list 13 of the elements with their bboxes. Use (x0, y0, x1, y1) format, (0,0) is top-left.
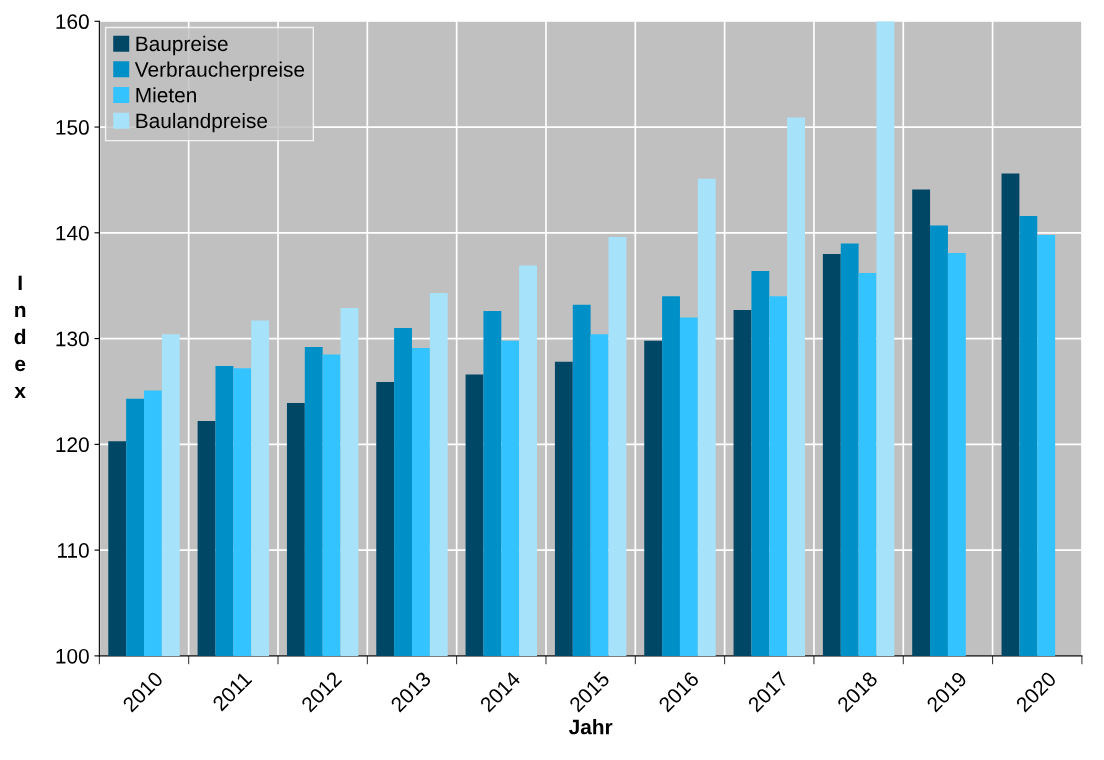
y-tick-label: 140 (56, 225, 89, 241)
y-tick-label: 120 (56, 437, 89, 453)
y-tick-label: 150 (56, 120, 89, 135)
x-axis-title: Jahr (568, 719, 613, 735)
legend-label: Mieten (136, 87, 196, 103)
y-tick-label: 100 (56, 648, 89, 664)
legend-label: Baupreise (136, 35, 228, 56)
y-axis-title: Index (14, 275, 26, 398)
legend-label: Baulandpreise (136, 112, 268, 133)
legend-label: Verbraucherpreise (134, 61, 305, 81)
y-tick-label: 160 (56, 14, 89, 30)
y-tick-label: 130 (56, 331, 89, 347)
y-tick-label: 110 (58, 543, 89, 558)
